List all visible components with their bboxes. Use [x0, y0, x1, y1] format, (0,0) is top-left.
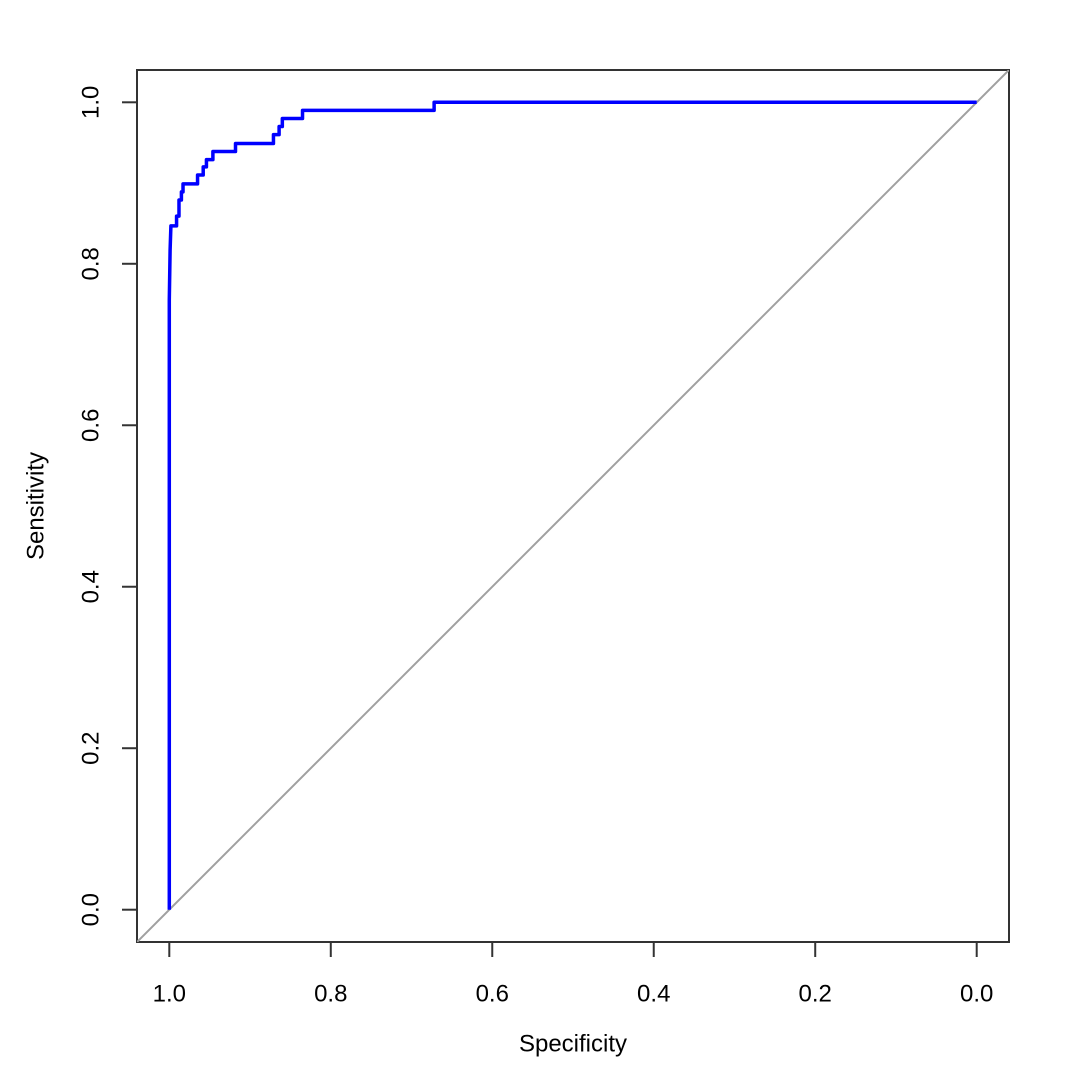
plot-frame	[136, 69, 1010, 943]
y-tick-label: 0.0	[77, 893, 104, 926]
x-tick-label: 0.6	[476, 980, 509, 1007]
x-tick-label: 0.8	[314, 980, 347, 1007]
x-tick-label: 0.4	[637, 980, 670, 1007]
x-tick-label: 1.0	[153, 980, 186, 1007]
y-tick-label: 0.6	[77, 409, 104, 442]
x-tick-label: 0.2	[799, 980, 832, 1007]
y-tick-label: 0.8	[77, 247, 104, 280]
y-axis-title: Sensitivity	[22, 452, 49, 560]
x-tick-label: 0.0	[960, 980, 993, 1007]
roc-curve	[167, 100, 977, 910]
x-axis-title: Specificity	[519, 1030, 627, 1057]
y-tick-label: 0.2	[77, 732, 104, 765]
reference-diagonal	[137, 70, 1009, 942]
y-tick-label: 0.4	[77, 570, 104, 603]
y-tick-label: 1.0	[77, 86, 104, 119]
